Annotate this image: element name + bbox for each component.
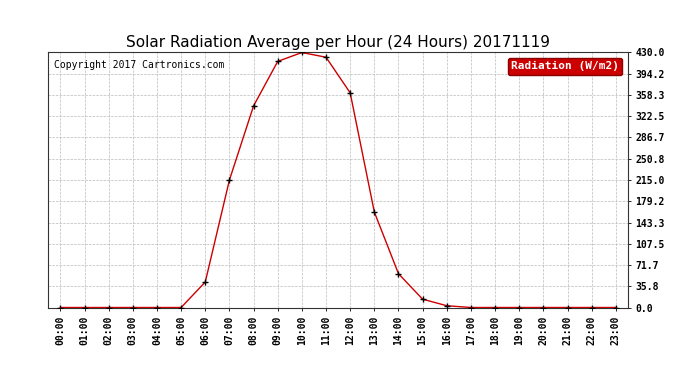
Legend: Radiation (W/m2): Radiation (W/m2)	[508, 58, 622, 75]
Text: Copyright 2017 Cartronics.com: Copyright 2017 Cartronics.com	[54, 60, 224, 70]
Title: Solar Radiation Average per Hour (24 Hours) 20171119: Solar Radiation Average per Hour (24 Hou…	[126, 35, 550, 50]
